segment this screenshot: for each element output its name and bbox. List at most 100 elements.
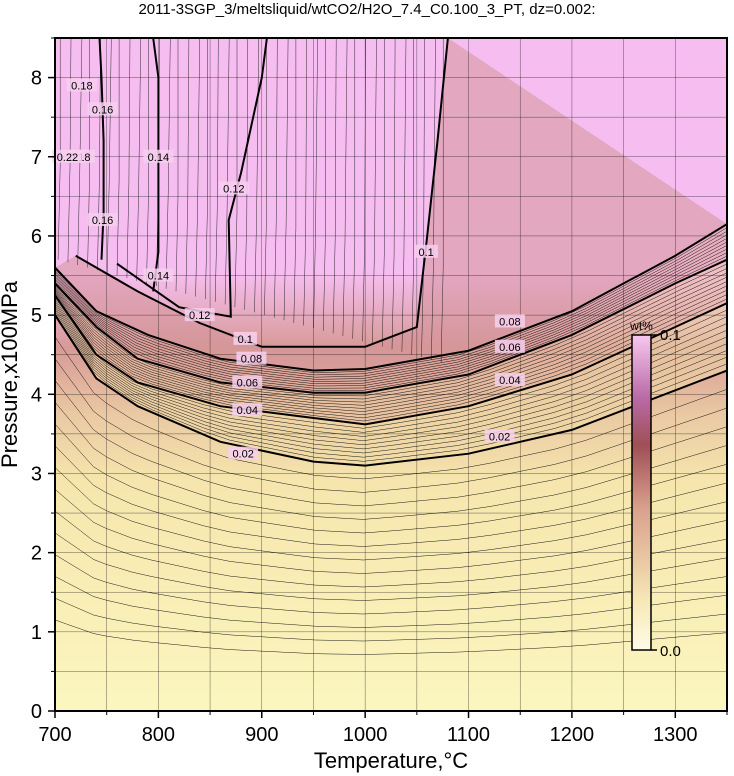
fine-contour xyxy=(55,554,727,615)
fine-contour xyxy=(55,231,727,376)
fine-contour xyxy=(175,38,179,292)
x-tick-label: 1300 xyxy=(653,724,698,746)
plot-frame xyxy=(54,37,728,712)
fine-contour xyxy=(362,38,366,342)
fine-contour xyxy=(205,38,208,300)
fine-contour xyxy=(55,263,727,397)
fine-contour xyxy=(323,38,326,331)
contour-label: 0.18 xyxy=(71,81,92,93)
y-tick-label: 3 xyxy=(31,463,42,485)
fine-contour xyxy=(97,38,101,271)
fine-contour xyxy=(293,38,297,323)
contour-label-bg xyxy=(228,446,259,460)
contour-label: 0.16 xyxy=(92,104,113,116)
y-tick-label: 1 xyxy=(31,622,42,644)
fine-contour xyxy=(234,38,238,308)
y-tick-label: 6 xyxy=(31,226,42,248)
fine-contour xyxy=(55,293,727,422)
contour-label: 0.08 xyxy=(241,354,262,366)
contour-label-bg xyxy=(218,181,249,195)
fine-contour xyxy=(55,303,727,441)
fine-contour xyxy=(55,489,727,574)
contour-label: 0.22 xyxy=(57,152,78,164)
contour-label: 0.04 xyxy=(499,375,520,387)
contour-label-bg xyxy=(87,102,118,116)
fine-contour xyxy=(342,38,348,337)
contour-label-bg xyxy=(87,213,118,227)
fine-contour xyxy=(55,309,727,454)
chart-title: 2011-3SGP_3/meltsliquid/wtCO2/H2O_7.4_C0… xyxy=(138,1,596,18)
contour-label-bg xyxy=(232,375,263,389)
fine-contour xyxy=(283,38,289,321)
fine-contour xyxy=(55,597,727,642)
fine-contour xyxy=(55,238,727,380)
y-tick-label: 4 xyxy=(31,384,42,406)
fine-contour xyxy=(55,532,727,601)
fine-contour xyxy=(55,423,727,534)
fine-contour xyxy=(224,38,230,305)
contour-line xyxy=(55,223,727,372)
contour-label-bg xyxy=(494,339,525,353)
fine-contour xyxy=(411,38,414,355)
fine-contour xyxy=(55,272,727,403)
colorbar-min-label: 0.0 xyxy=(660,643,681,660)
contour-label: 0.1 xyxy=(419,247,434,259)
y-axis-label: Pressure,x100MPa xyxy=(0,280,22,468)
fine-contour xyxy=(382,38,385,347)
contour-label: 0.08 xyxy=(499,316,520,328)
contour-label: 0.1 xyxy=(238,334,253,346)
fine-contour xyxy=(165,38,171,289)
fine-contour xyxy=(55,234,727,378)
fine-contour xyxy=(274,38,278,318)
fine-contour xyxy=(431,38,436,360)
fine-contour xyxy=(55,311,727,458)
axis-layer: 700 800 900 1000 1100 1200 1300 0 1 2 3 4 5 6 7 8 xyxy=(31,37,728,746)
contour-label: 0.12 xyxy=(223,183,244,195)
fine-contour xyxy=(55,402,727,520)
fine-contour xyxy=(55,241,727,382)
fine-contour xyxy=(55,292,727,419)
contour-label: 0.14 xyxy=(148,271,169,283)
contour-label-bg xyxy=(494,314,525,328)
fine-contour xyxy=(116,38,120,276)
fine-contour xyxy=(136,38,141,281)
fine-contour xyxy=(264,38,267,316)
contour-band xyxy=(55,38,727,371)
fine-contours-layer xyxy=(55,38,727,655)
fine-contour xyxy=(55,336,727,480)
fine-contour xyxy=(55,255,727,391)
contour-label-bg xyxy=(236,351,267,365)
contour-label: 0.06 xyxy=(499,342,520,354)
contour-label-bg xyxy=(484,429,515,443)
fine-contour xyxy=(126,38,131,279)
contour-label-layer: 0.020.040.060.080.10.120.140.160.140.160… xyxy=(52,78,525,461)
contour-label: 0.04 xyxy=(237,405,258,417)
fine-contour xyxy=(372,38,377,344)
fine-contour xyxy=(55,305,727,446)
fine-contour xyxy=(55,289,727,415)
contour-line xyxy=(55,294,727,426)
fine-contour xyxy=(55,227,727,373)
fine-contour xyxy=(440,38,444,363)
fine-contour xyxy=(107,38,112,273)
contour-line xyxy=(75,38,449,348)
contour-label: 0.14 xyxy=(148,152,169,164)
fine-contour xyxy=(313,38,318,329)
fine-contour xyxy=(57,38,61,260)
fine-contour xyxy=(55,299,727,433)
contour-label: 0.02 xyxy=(232,449,253,461)
contour-label: 0.06 xyxy=(237,377,258,389)
x-tick-label: 1100 xyxy=(447,724,490,746)
x-tick-label: 1000 xyxy=(343,724,388,746)
y-tick-label: 7 xyxy=(31,147,42,169)
colorbar-gradient xyxy=(631,334,652,651)
x-tick-label: 800 xyxy=(142,724,175,746)
y-tick-label: 5 xyxy=(31,305,42,327)
fine-contour xyxy=(55,312,727,462)
contour-line xyxy=(116,38,268,318)
fine-contour xyxy=(332,38,337,334)
contour-label: 0.16 xyxy=(92,215,113,227)
fine-contour xyxy=(401,38,407,352)
fine-contour xyxy=(55,297,727,429)
